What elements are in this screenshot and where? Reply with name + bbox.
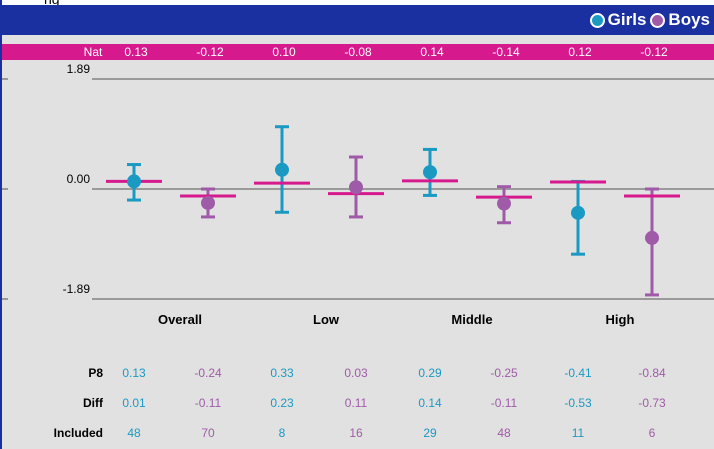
stats-label-p8: P8 xyxy=(88,366,103,380)
nat-bar: Nat 0.13 -0.12 0.10 -0.08 0.14 -0.14 0.1… xyxy=(2,44,714,60)
nat-value: -0.08 xyxy=(344,45,372,59)
stat-value-diff: 0.11 xyxy=(344,396,368,410)
stat-value-diff: 0.14 xyxy=(418,396,442,410)
stat-value-included: 8 xyxy=(278,426,286,440)
nat-label: Nat xyxy=(83,45,103,59)
nat-value: 0.10 xyxy=(272,45,296,59)
stats-label-diff: Diff xyxy=(83,396,103,410)
girls-dot-icon xyxy=(589,12,605,28)
nat-value: -0.12 xyxy=(640,45,668,59)
left-panel-edge xyxy=(0,0,2,449)
nat-value: 0.14 xyxy=(420,45,444,59)
category-label: Low xyxy=(313,312,340,327)
data-point xyxy=(275,162,289,177)
nat-value: -0.12 xyxy=(196,45,224,59)
nat-value: -0.14 xyxy=(492,45,520,59)
stat-value-p8: -0.25 xyxy=(490,366,518,380)
top-strip: ng xyxy=(2,0,714,7)
stat-value-p8: 0.29 xyxy=(418,366,442,380)
category-label: Middle xyxy=(451,312,492,327)
stat-value-p8: -0.24 xyxy=(194,366,222,380)
stat-value-p8: 0.13 xyxy=(122,366,146,380)
data-point xyxy=(645,230,659,245)
stat-value-included: 16 xyxy=(349,426,363,440)
title-fragment: ng xyxy=(44,0,60,7)
stat-value-p8: -0.84 xyxy=(638,366,666,380)
nat-value: 0.13 xyxy=(124,45,148,59)
stats-label-included: Included xyxy=(53,426,103,440)
stat-value-included: 48 xyxy=(127,426,141,440)
stat-value-diff: -0.11 xyxy=(194,396,222,410)
legend-label-girls: Girls xyxy=(607,10,647,29)
data-point xyxy=(571,205,585,220)
stat-value-diff: -0.11 xyxy=(490,396,518,410)
data-point xyxy=(497,196,511,211)
legend-label-boys: Boys xyxy=(668,10,710,29)
boys-dot-icon xyxy=(650,12,666,28)
stat-value-included: 48 xyxy=(497,426,511,440)
category-label: High xyxy=(606,312,635,327)
stat-value-diff: 0.23 xyxy=(270,396,294,410)
stat-value-diff: -0.53 xyxy=(564,396,592,410)
stat-value-p8: 0.03 xyxy=(344,366,368,380)
y-tick-label: -1.89 xyxy=(63,282,91,296)
stat-value-p8: 0.33 xyxy=(270,366,294,380)
stat-value-included: 29 xyxy=(423,426,437,440)
y-tick-label: 0.00 xyxy=(67,172,91,186)
y-tick-label: 1.89 xyxy=(67,62,91,76)
data-point xyxy=(201,195,215,210)
legend-item-girls: Girls xyxy=(589,10,647,30)
legend-item-boys: Boys xyxy=(650,10,710,30)
stat-value-p8: -0.41 xyxy=(564,366,592,380)
nat-value: 0.12 xyxy=(568,45,592,59)
category-label: Overall xyxy=(158,312,202,327)
stat-value-included: 6 xyxy=(648,426,656,440)
data-point xyxy=(349,180,363,195)
stat-value-diff: -0.73 xyxy=(638,396,666,410)
legend: Girls Boys xyxy=(589,5,714,35)
stat-value-included: 70 xyxy=(201,426,215,440)
stat-value-diff: 0.01 xyxy=(122,396,146,410)
stat-value-included: 11 xyxy=(571,426,585,440)
data-point xyxy=(127,174,141,189)
chart-panel xyxy=(2,35,714,449)
data-point xyxy=(423,165,437,180)
